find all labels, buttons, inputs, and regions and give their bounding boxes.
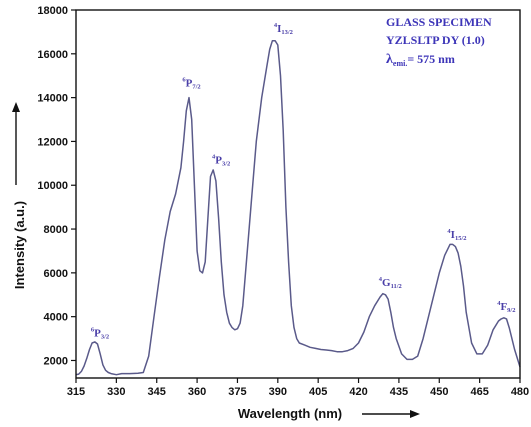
y-tick-label: 6000 xyxy=(44,268,68,280)
peak-label-subscript: 3/2 xyxy=(101,333,109,340)
peak-label-subscript: 9/2 xyxy=(507,307,515,314)
peak-label-superscript: 4 xyxy=(497,300,501,307)
peak-label: 4F9/2 xyxy=(497,300,515,314)
y-axis: Intensity (a.u.) xyxy=(12,102,27,289)
lambda-symbol: λ xyxy=(386,52,393,67)
x-tick-label: 315 xyxy=(67,386,85,398)
legend-line-glass-code: YZLSLTP DY (1.0) xyxy=(386,33,485,47)
x-tick-label: 360 xyxy=(188,386,206,398)
x-tick-label: 375 xyxy=(228,386,246,398)
y-tick-label: 4000 xyxy=(44,312,68,324)
lambda-value: = 575 nm xyxy=(407,52,455,66)
peak-label: 4P3/2 xyxy=(212,153,230,167)
legend-line-excitation: λemi.= 575 nm xyxy=(386,52,455,68)
peak-label-superscript: 4 xyxy=(274,22,278,29)
y-axis-title: Intensity (a.u.) xyxy=(12,201,27,289)
peak-label-term: I xyxy=(451,229,455,241)
peak-label-term: G xyxy=(382,277,391,289)
peak-label-subscript: 13/2 xyxy=(281,29,293,36)
peak-label-subscript: 11/2 xyxy=(391,283,402,290)
peak-label: 4I13/2 xyxy=(274,22,293,36)
y-tick-label: 12000 xyxy=(37,136,68,148)
lambda-subscript: emi. xyxy=(393,59,407,68)
x-tick-label: 480 xyxy=(511,386,529,398)
spectrum-line xyxy=(75,39,521,376)
x-tick-label: 330 xyxy=(107,386,125,398)
x-axis-ticks: 315 330 345 360 375 390 405 420 435 450 465 480 xyxy=(67,378,529,398)
y-axis-arrowhead-icon xyxy=(12,102,20,112)
x-tick-label: 435 xyxy=(390,386,408,398)
legend-line-specimen: GLASS SPECIMEN xyxy=(386,15,492,29)
y-tick-label: 2000 xyxy=(44,355,68,367)
peak-label-term: P xyxy=(186,78,193,90)
peak-label-subscript: 3/2 xyxy=(222,160,230,167)
peak-label: 4I15/2 xyxy=(447,228,466,242)
peak-label-term: F xyxy=(500,301,507,313)
y-tick-label: 16000 xyxy=(37,49,68,61)
x-tick-label: 345 xyxy=(148,386,166,398)
y-tick-label: 10000 xyxy=(37,180,68,192)
peak-label-superscript: 4 xyxy=(447,228,451,235)
x-axis-arrowhead-icon xyxy=(410,410,420,418)
peak-label-superscript: 6 xyxy=(182,77,186,84)
peak-label-superscript: 4 xyxy=(212,153,216,160)
x-tick-label: 405 xyxy=(309,386,327,398)
x-tick-label: 390 xyxy=(269,386,287,398)
y-axis-ticks: 2000 4000 6000 8000 10000 12000 14000 16000 1800… xyxy=(37,5,76,367)
peak-label: 6P7/2 xyxy=(182,77,200,91)
y-tick-label: 8000 xyxy=(44,224,68,236)
peak-label-term: P xyxy=(215,154,222,166)
peak-label-term: I xyxy=(277,23,281,35)
peak-label: 4G11/2 xyxy=(379,276,402,290)
x-axis: Wavelength (nm) xyxy=(238,406,420,421)
specimen-legend: GLASS SPECIMEN YZLSLTP DY (1.0) λemi.= 5… xyxy=(386,15,492,68)
peak-label-subscript: 15/2 xyxy=(455,235,467,242)
x-tick-label: 465 xyxy=(470,386,488,398)
peak-label-superscript: 6 xyxy=(91,326,95,333)
plot-frame xyxy=(75,9,521,379)
peak-label-term: P xyxy=(94,327,101,339)
y-tick-label: 14000 xyxy=(37,93,68,105)
peak-label-superscript: 4 xyxy=(379,276,383,283)
x-tick-label: 420 xyxy=(349,386,367,398)
peak-label-subscript: 7/2 xyxy=(192,84,200,91)
y-tick-label: 18000 xyxy=(37,5,68,17)
x-axis-title: Wavelength (nm) xyxy=(238,406,342,421)
x-tick-label: 450 xyxy=(430,386,448,398)
peak-label: 6P3/2 xyxy=(91,326,109,340)
